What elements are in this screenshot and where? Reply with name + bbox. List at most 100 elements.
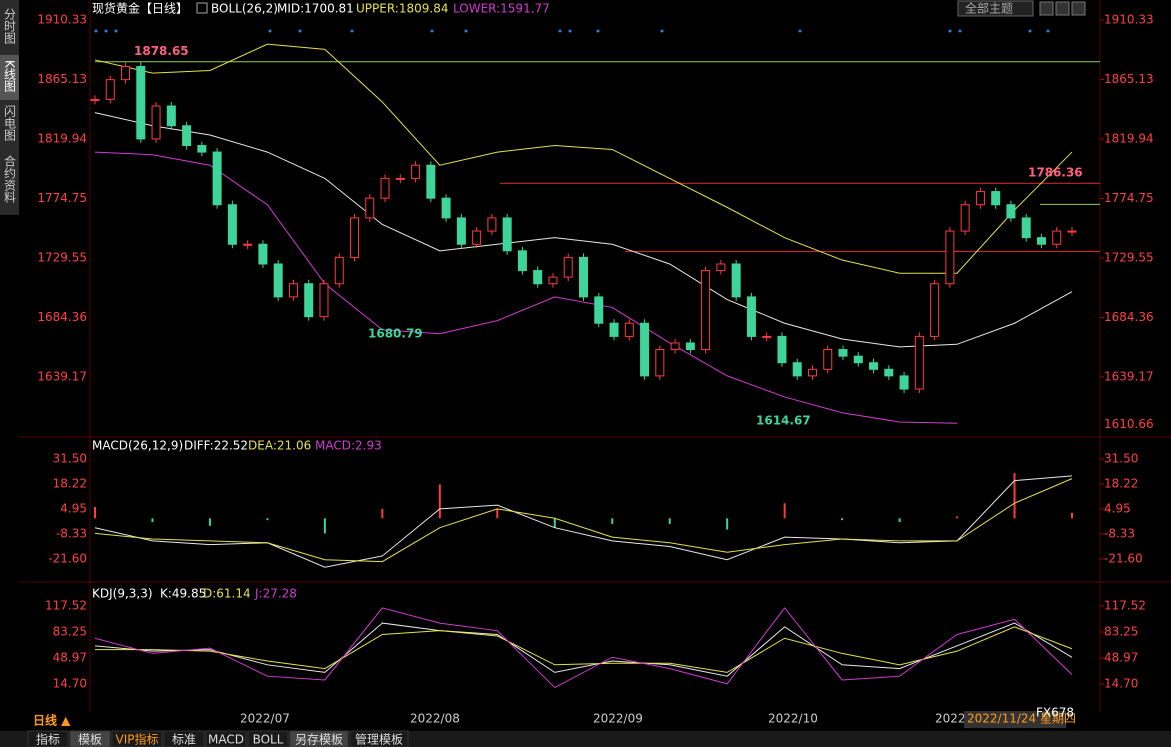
candle <box>746 296 756 337</box>
candle <box>823 349 833 370</box>
candle <box>807 368 817 377</box>
candle <box>227 204 237 245</box>
button[interactable] <box>1071 1 1086 16</box>
candle <box>273 263 283 298</box>
price-annotation: 1614.67 <box>756 414 811 428</box>
macd-dea: DEA:21.06 <box>248 439 311 453</box>
indicator: BOLL(26,2) <box>211 2 278 16</box>
date-label: 2022/08 <box>410 712 460 726</box>
y-tick-label: 117.52 <box>1104 598 1146 612</box>
indicator-line <box>94 151 958 424</box>
candle <box>1006 204 1016 219</box>
candle <box>670 342 680 351</box>
icon <box>196 2 208 14</box>
tab-label: MACD <box>208 733 244 747</box>
price-annotation: 1680.79 <box>368 327 423 341</box>
tab-label: 管理模板 <box>355 732 403 747</box>
tab[interactable] <box>163 730 205 747</box>
tab[interactable] <box>247 730 289 747</box>
indicator-line <box>94 475 1073 568</box>
y-tick-label: 1865.13 <box>1104 72 1154 86</box>
candle <box>243 243 253 246</box>
side-tab-active <box>0 55 19 100</box>
candle <box>502 217 512 252</box>
candle <box>960 204 970 232</box>
y-tick-label: 1729.55 <box>37 250 87 264</box>
kdj-j: J:27.28 <box>254 587 297 601</box>
tab[interactable] <box>205 730 247 747</box>
candle <box>1052 230 1062 245</box>
candle <box>304 283 314 318</box>
candle <box>777 335 787 364</box>
candle <box>426 164 436 199</box>
candle <box>182 125 192 147</box>
indicator-line <box>95 626 1073 673</box>
candle <box>563 256 573 278</box>
candle <box>90 98 100 101</box>
candle <box>716 263 726 272</box>
side-tabs <box>0 0 19 215</box>
price-annotation: 1878.65 <box>134 44 189 58</box>
candle <box>930 283 940 337</box>
current-date: 2022/11/24 星期四 <box>967 712 1076 726</box>
y-tick-label: 1684.36 <box>37 310 87 324</box>
candle <box>1021 217 1031 239</box>
y-tick-label: -21.60 <box>1104 551 1143 565</box>
button[interactable] <box>1039 1 1054 16</box>
y-tick-label: 18.22 <box>53 476 87 490</box>
y-tick-label: 31.50 <box>1104 451 1138 465</box>
y-tick-label: 1774.75 <box>37 191 87 205</box>
candle <box>136 66 146 140</box>
candle <box>197 145 207 153</box>
candle <box>487 217 497 232</box>
tab-label: 标准 <box>172 733 196 747</box>
y-tick-label: 4.95 <box>60 501 87 515</box>
boll-lower: LOWER:1591.77 <box>453 2 550 16</box>
tab[interactable] <box>27 730 69 747</box>
theme-label: 全部主题 <box>965 1 1013 16</box>
y-tick-label: 1865.13 <box>37 72 87 86</box>
side-tab[interactable]: 合约资料 <box>3 154 17 203</box>
candle <box>395 177 405 180</box>
y-tick-label: -8.33 <box>1104 526 1135 540</box>
candle <box>365 197 375 219</box>
button[interactable] <box>1055 1 1070 16</box>
side-tab[interactable]: 闪电图 <box>3 105 17 141</box>
y-tick-label: 1819.94 <box>1104 131 1154 145</box>
y-tick-label: 1610.66 <box>1104 417 1154 431</box>
candle <box>609 322 619 337</box>
candle <box>685 342 695 351</box>
y-tick-label: 48.97 <box>53 651 87 665</box>
candle <box>884 368 894 377</box>
tab[interactable] <box>349 730 409 747</box>
indicator-line <box>94 607 1073 689</box>
tab[interactable] <box>69 730 111 747</box>
candle <box>288 283 298 298</box>
candle <box>838 349 848 357</box>
period[interactable]: 日线 ▲ <box>33 713 71 728</box>
y-tick-label: 18.22 <box>1104 476 1138 490</box>
date-label: 2022 <box>935 712 966 726</box>
side-tab[interactable]: K线图 <box>3 60 17 92</box>
macd-diff: DIFF:22.52 <box>184 439 248 453</box>
tab[interactable] <box>289 730 349 747</box>
side-tab[interactable]: 分时图 <box>3 8 17 44</box>
date-label: 2022/10 <box>768 712 818 726</box>
y-tick-label: 1774.75 <box>1104 191 1154 205</box>
candle <box>105 79 115 100</box>
tab-label: 另存模板 <box>295 733 343 747</box>
candle <box>350 217 360 258</box>
y-tick-label: 83.25 <box>53 624 87 638</box>
tab-label: VIP指标 <box>116 732 159 747</box>
tab[interactable] <box>111 730 163 747</box>
indicator-line <box>94 478 1073 563</box>
y-tick-label: 14.70 <box>53 677 87 691</box>
candle <box>411 164 421 179</box>
candle <box>731 263 741 298</box>
indicator-line <box>94 112 1073 348</box>
theme-select[interactable] <box>957 0 1034 17</box>
candle <box>640 322 650 377</box>
candle <box>456 217 466 245</box>
candle <box>975 191 985 206</box>
candle <box>579 256 588 298</box>
